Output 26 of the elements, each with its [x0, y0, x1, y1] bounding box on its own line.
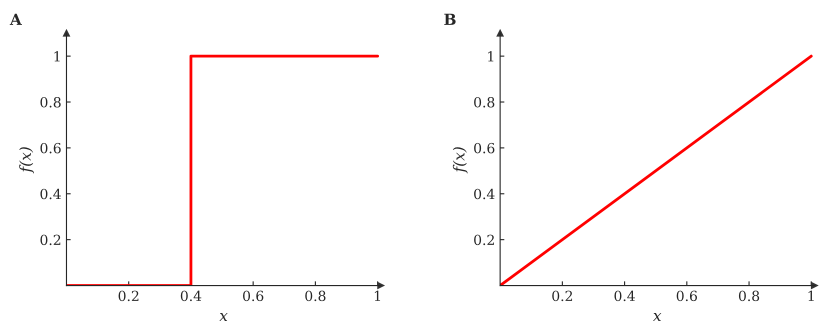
y-tick-label: 1	[488, 51, 494, 62]
x-tick-label: 0.6	[676, 290, 697, 302]
x-tick-label: 0.4	[614, 290, 635, 302]
x-tick-label: 0.4	[180, 290, 202, 302]
y-tick-label: 0.8	[474, 96, 494, 108]
y-tick-label: 0.2	[40, 234, 60, 246]
x-tick-label: 1	[374, 290, 380, 301]
x-tick-label: 0.8	[305, 290, 326, 302]
x-tick-label: 0.8	[738, 290, 760, 302]
y-tick-label: 0.4	[474, 188, 495, 200]
y-tick-label: 0.6	[474, 142, 494, 154]
y-axis-title: f(x)	[19, 147, 34, 174]
x-tick-label: 0.6	[243, 290, 264, 302]
y-tick-label: 1	[54, 51, 60, 62]
y-tick-label: 0.6	[40, 142, 61, 154]
x-tick-label: 0.2	[118, 290, 138, 302]
x-axis-title: x	[652, 313, 662, 321]
y-axis-title: f(x)	[452, 147, 468, 174]
chart-title: A	[10, 14, 22, 25]
y-tick-label: 0.2	[474, 234, 494, 246]
x-axis-title: x	[219, 313, 228, 321]
chart-title: B	[444, 14, 456, 25]
x-tick-label: 0.2	[552, 290, 572, 302]
y-tick-label: 0.4	[40, 188, 61, 200]
y-tick-label: 0.8	[40, 96, 61, 108]
x-tick-label: 1	[808, 290, 814, 301]
